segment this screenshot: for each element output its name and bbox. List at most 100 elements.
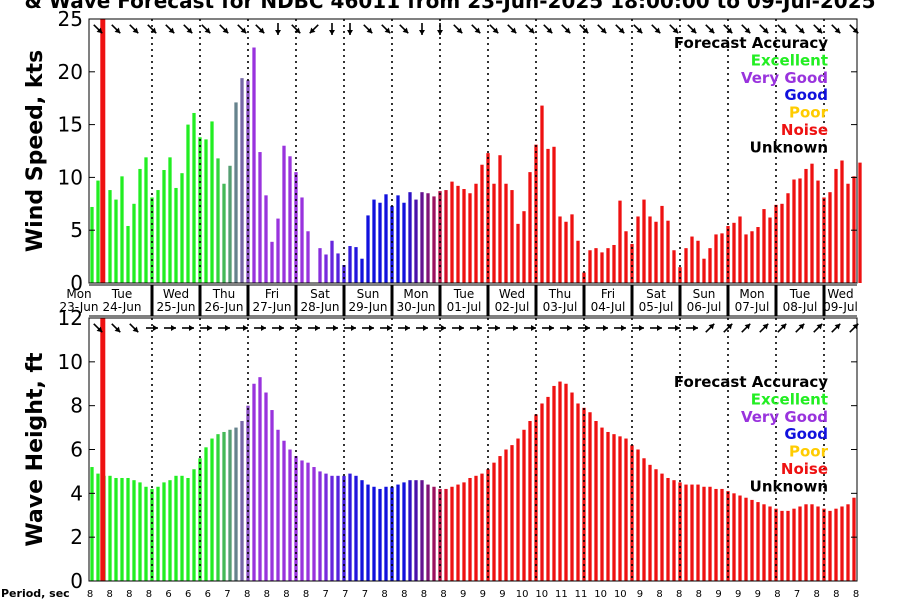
- wave-bar: [186, 477, 190, 581]
- day-date: 28-Jun: [300, 300, 339, 314]
- direction-arrow-icon: [471, 24, 481, 34]
- wave-bar: [270, 410, 274, 581]
- day-of-week: Mon: [403, 287, 428, 301]
- day-of-week: Tue: [453, 287, 475, 301]
- wave-bar: [690, 484, 694, 581]
- wave-bar: [816, 506, 820, 581]
- wave-bar: [330, 475, 334, 581]
- direction-arrow-icon: [219, 24, 229, 34]
- wind-bar: [156, 190, 160, 283]
- wave-bar: [120, 477, 124, 581]
- wave-bar: [564, 383, 568, 581]
- wave-bar: [486, 469, 490, 581]
- wave-bar: [798, 506, 802, 581]
- wave-bar: [726, 491, 730, 581]
- wave-bar: [216, 434, 220, 581]
- wind-bar: [534, 144, 538, 283]
- period-row: Period, sec 8 8 8 8 6 6 6 7 8 8 8 8 7 7 7 8 8 8 8 9 9 9 10 10 11…: [1, 587, 859, 600]
- wave-bar: [348, 473, 352, 581]
- direction-arrow-icon: [632, 325, 644, 331]
- wind-bar: [804, 168, 808, 283]
- wind-bar: [744, 234, 748, 283]
- wind-bar: [708, 248, 712, 283]
- direction-arrow-icon: [111, 323, 121, 333]
- direction-arrow-icon: [437, 23, 443, 35]
- direction-arrow-icon: [669, 24, 679, 34]
- wave-bar: [408, 480, 412, 581]
- day-date: 29-Jun: [348, 300, 387, 314]
- wind-bar: [558, 216, 562, 283]
- wave-bar: [222, 431, 226, 581]
- wave-bar: [582, 407, 586, 581]
- direction-arrow-icon: [741, 24, 751, 34]
- period-value: 7: [362, 589, 368, 600]
- wind-bar: [690, 236, 694, 283]
- wave-bar: [540, 403, 544, 581]
- direction-arrow-icon: [183, 24, 193, 34]
- direction-arrow-icon: [200, 325, 212, 331]
- direction-arrow-icon: [291, 24, 301, 34]
- wave-bar: [648, 464, 652, 581]
- wave-bar: [324, 473, 328, 581]
- direction-arrow-icon: [686, 325, 698, 331]
- direction-arrow-icon: [507, 24, 517, 34]
- wind-bar: [318, 248, 322, 283]
- wind-bar: [180, 173, 184, 283]
- period-value: 8: [401, 589, 407, 600]
- legend-item-good: Good: [784, 86, 828, 104]
- direction-arrow-icon: [561, 24, 571, 34]
- period-value: 9: [480, 589, 486, 600]
- day-of-week: Tue: [789, 287, 811, 301]
- wind-bar: [756, 227, 760, 283]
- period-value: 8: [283, 589, 289, 600]
- wind-bar: [858, 162, 862, 283]
- chart-title: & Wave Forecast for NDBC 46011 from 23-J…: [24, 0, 875, 13]
- wind-bar: [378, 202, 382, 283]
- wind-bar: [552, 146, 556, 283]
- wind-bar: [384, 194, 388, 283]
- direction-arrow-icon: [329, 23, 335, 35]
- wave-bar: [786, 510, 790, 581]
- wind-bar: [678, 267, 682, 283]
- wind-bar: [336, 253, 340, 283]
- direction-arrow-icon: [543, 24, 553, 34]
- wind-bar: [462, 189, 466, 283]
- wave-bar: [840, 506, 844, 581]
- direction-arrow-icon: [831, 24, 841, 34]
- period-value: 8: [853, 589, 859, 600]
- wave-bar: [108, 475, 112, 581]
- wind-bar: [648, 216, 652, 283]
- wind-bar: [342, 265, 346, 283]
- wind-plot-frame: [88, 18, 858, 284]
- wind-bar: [684, 248, 688, 283]
- wave-bar: [852, 497, 856, 581]
- wave-bar: [660, 473, 664, 581]
- wind-bar: [750, 231, 754, 283]
- direction-arrow-icon: [524, 325, 536, 331]
- direction-arrow-icon: [452, 325, 464, 331]
- period-value: 8: [421, 589, 427, 600]
- wind-bar: [432, 196, 436, 283]
- wave-bar: [738, 495, 742, 581]
- period-value: 10: [535, 589, 548, 600]
- wave-y-tick-label: 12: [58, 306, 83, 330]
- direction-arrow-icon: [129, 24, 139, 34]
- wave-bar: [144, 486, 148, 581]
- wave-bar: [180, 475, 184, 581]
- wind-y-tick-label: 15: [58, 113, 83, 137]
- direction-arrow-icon: [470, 325, 482, 331]
- wind-bar: [840, 160, 844, 283]
- wind-bar: [354, 247, 358, 283]
- wind-bar: [516, 223, 520, 283]
- now-marker: [100, 19, 106, 283]
- wave-height-panel: 0 2 4 6 8 10 12 Wave Height, ft Forecast Accurac…: [23, 306, 859, 593]
- wind-bar: [654, 221, 658, 283]
- wave-y-tick-label: 10: [58, 350, 83, 374]
- wave-bar: [696, 484, 700, 581]
- period-value: 8: [264, 589, 270, 600]
- direction-arrow-icon: [813, 24, 823, 34]
- wind-bar: [192, 112, 196, 283]
- wind-bar: [114, 199, 118, 283]
